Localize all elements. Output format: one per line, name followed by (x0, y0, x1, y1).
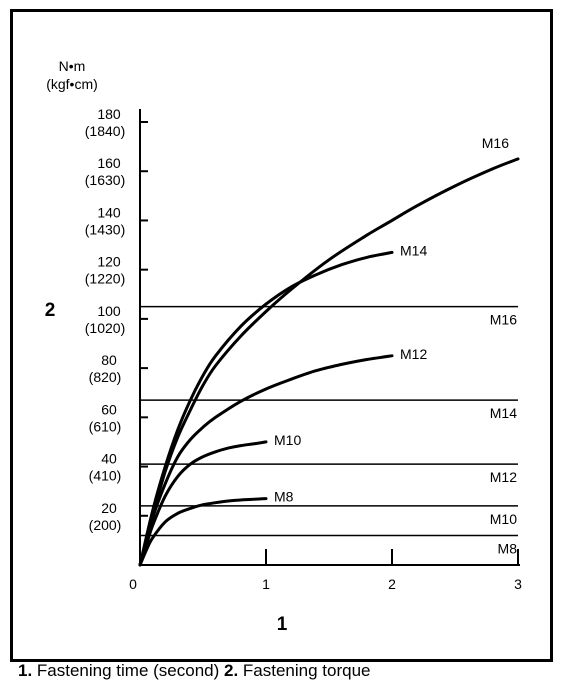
chart-frame: 20 (200) 40 (410) 60 (610) 80 (820) 100 (1020) 120… (10, 9, 553, 662)
reference-line-label-m8: M8 (498, 540, 518, 556)
y-tick-alt-label: (410) (89, 468, 122, 484)
reference-line-label-m14: M14 (490, 405, 517, 421)
series-line-m8 (138, 497, 268, 567)
series-line-m12 (138, 354, 394, 567)
y-tick-label: 60 (101, 401, 117, 417)
caption-marker-1: 1. (18, 661, 33, 680)
y-tick-alt-label: (1020) (85, 320, 125, 336)
y-unit-alt-label: (kgf•cm) (46, 76, 98, 92)
y-axis-marker: 2 (45, 300, 56, 321)
y-tick-alt-label: (820) (89, 369, 122, 385)
reference-line-label-m16: M16 (490, 312, 517, 328)
caption-text-2: Fastening torque (238, 661, 371, 680)
y-tick-label: 40 (101, 451, 117, 467)
chart-labels: N•m (kgf•cm) 2 1 (45, 58, 288, 635)
series-line-m16 (138, 157, 520, 567)
caption-text-1: Fastening time (second) (32, 661, 224, 680)
y-tick-label: 180 (97, 106, 121, 122)
y-tick-label: 80 (101, 352, 117, 368)
x-tick-label: 2 (388, 576, 396, 592)
x-tick-label: 1 (262, 576, 270, 592)
series-line-m14 (138, 250, 394, 567)
y-tick-alt-label: (1840) (85, 123, 125, 139)
y-tick-alt-label: (1430) (85, 221, 125, 237)
y-tick-alt-label: (1630) (85, 172, 125, 188)
y-tick-alt-label: (610) (89, 418, 122, 434)
y-tick-label: 140 (97, 204, 121, 220)
y-tick-label: 160 (97, 155, 121, 171)
y-tick-label: 100 (97, 303, 121, 319)
figure-caption: 1. Fastening time (second) 2. Fastening … (18, 661, 371, 681)
x-axis-marker: 1 (277, 614, 288, 635)
series-label-m16: M16 (482, 135, 509, 151)
caption-marker-2: 2. (224, 661, 239, 680)
series-lines: M8 M10 M12 M14 M16 (138, 135, 520, 567)
y-unit-label: N•m (59, 58, 86, 74)
reference-line-label-m12: M12 (490, 469, 517, 485)
x-tick-label: 3 (514, 576, 522, 592)
series-label-m14: M14 (400, 242, 427, 258)
axes: 20(200)40(410)60(610)80(820)100(1020)120… (85, 106, 522, 592)
series-label-m10: M10 (274, 432, 301, 448)
y-tick-label: 20 (101, 500, 117, 516)
y-tick-label: 120 (97, 254, 121, 270)
reference-line-label-m10: M10 (490, 511, 517, 527)
y-tick-alt-label: (200) (89, 517, 122, 533)
series-label-m8: M8 (274, 489, 294, 505)
series-line-m10 (138, 440, 268, 567)
x-tick-label: 0 (129, 576, 137, 592)
y-tick-alt-label: (1220) (85, 271, 125, 287)
torque-chart: 20(200)40(410)60(610)80(820)100(1020)120… (45, 58, 522, 635)
series-label-m12: M12 (400, 346, 427, 362)
